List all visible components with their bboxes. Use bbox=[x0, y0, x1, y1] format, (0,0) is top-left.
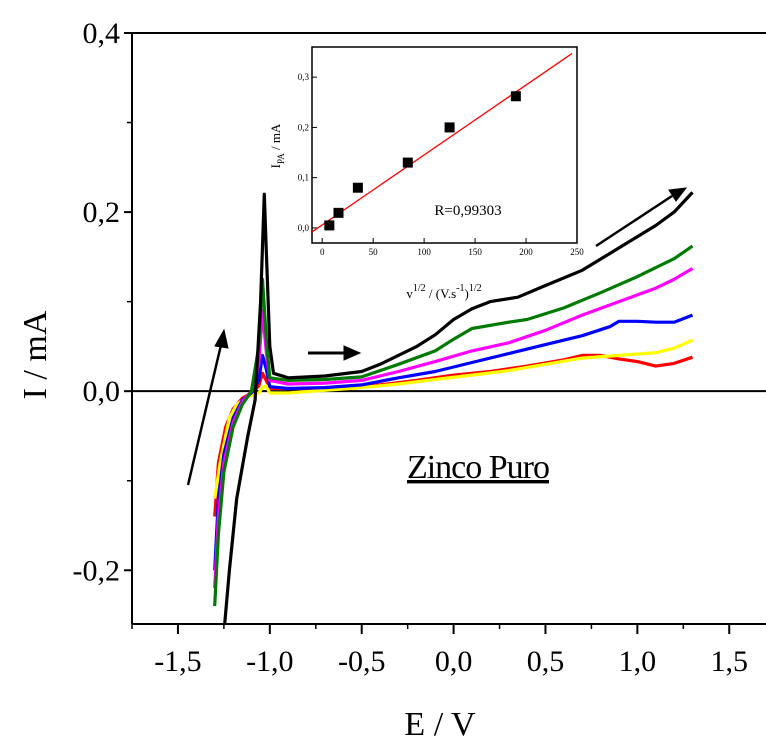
inset-x-axis-title: v1/2 / (V.s-1)1/2 bbox=[406, 283, 481, 301]
inset-data-point bbox=[333, 207, 344, 218]
y-tick-label: -0,2 bbox=[73, 554, 121, 587]
main-plot: -1,5 -1,0 -0,5 0,0 0,5 1,0 1,5 -0,2 0,0 0,2 0,4 bbox=[73, 17, 766, 678]
inset-y-tick-label: 0,2 bbox=[298, 122, 309, 132]
inset-y-tick-label: 0,1 bbox=[298, 173, 309, 183]
inset-x-tick-label: 0 bbox=[320, 247, 325, 257]
inset-fit-line bbox=[311, 52, 573, 233]
inset-r-annotation: R=0,99303 bbox=[434, 203, 501, 219]
x-tick-label: -0,5 bbox=[338, 645, 386, 678]
y-tick-label: 0,0 bbox=[83, 375, 121, 408]
x-tick-label: 1,5 bbox=[710, 645, 748, 678]
scan-direction-arrows bbox=[186, 187, 688, 486]
arrow-up-left-icon bbox=[186, 328, 229, 486]
series-line-4 bbox=[213, 267, 694, 589]
inset-data-point bbox=[510, 91, 521, 102]
inset-y-axis-title: IPA / mA bbox=[268, 123, 286, 168]
x-tick-label: -1,5 bbox=[154, 645, 202, 678]
y-tick-label: 0,4 bbox=[83, 17, 121, 50]
y-tick-label: 0,2 bbox=[83, 196, 121, 229]
series-line-5 bbox=[213, 244, 694, 607]
inset-data-point bbox=[352, 182, 363, 193]
x-tick-label: 0,5 bbox=[527, 645, 565, 678]
inset-data-point bbox=[402, 157, 413, 168]
series-line-6 bbox=[223, 191, 694, 624]
inset-x-tick-label: 150 bbox=[468, 247, 482, 257]
inset-plot: 0 50 100 150 200 250 0,0 0,1 0,2 0,3 R=0,99303 v1/2… bbox=[268, 46, 584, 301]
arrow-up-right-icon bbox=[595, 187, 688, 248]
sample-annotation: Zinco Puro bbox=[407, 449, 549, 486]
x-tick-label: 0,0 bbox=[435, 645, 473, 678]
inset-x-tick-label: 100 bbox=[417, 247, 431, 257]
series-line-3 bbox=[213, 313, 694, 571]
x-tick-label: -1,0 bbox=[246, 645, 294, 678]
x-axis-title: E / V bbox=[404, 706, 476, 743]
inset-x-tick-label: 200 bbox=[519, 247, 533, 257]
inset-y-tick-label: 0,0 bbox=[298, 223, 310, 233]
inset-data-point bbox=[324, 220, 335, 231]
inset-y-tick-label: 0,3 bbox=[298, 72, 310, 82]
arrow-right-icon bbox=[308, 345, 362, 361]
inset-x-tick-label: 250 bbox=[570, 247, 584, 257]
inset-data-point bbox=[444, 122, 455, 133]
inset-x-tick-label: 50 bbox=[369, 247, 379, 257]
x-tick-label: 1,0 bbox=[619, 645, 657, 678]
y-axis-title: I / mA bbox=[17, 310, 54, 399]
